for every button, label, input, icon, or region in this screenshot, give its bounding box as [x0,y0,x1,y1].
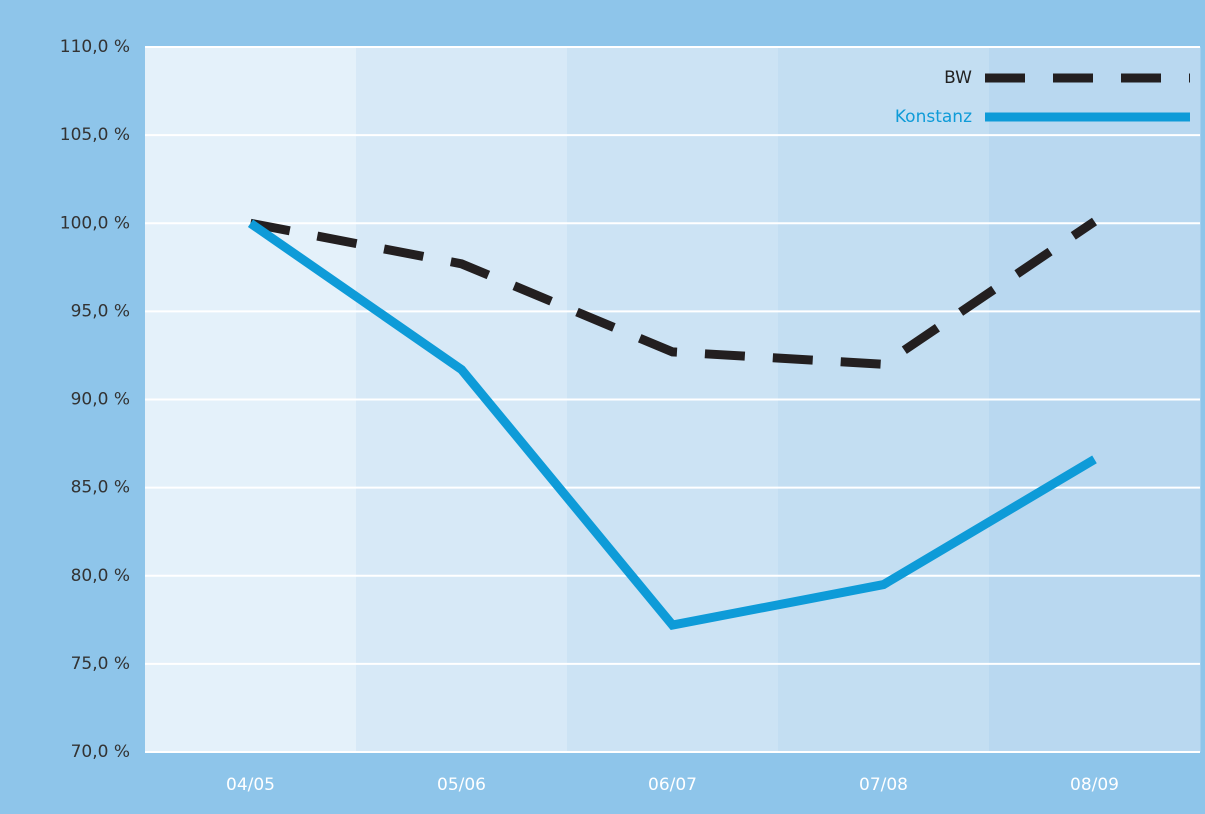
y-tick-label: 75,0 % [71,654,130,674]
y-tick-label: 100,0 % [60,213,130,233]
x-tick-label: 04/05 [226,775,275,795]
y-tick-label: 85,0 % [71,478,130,498]
x-tick-label: 07/08 [859,775,908,795]
x-tick-label: 06/07 [648,775,697,795]
y-tick-label: 110,0 % [60,37,130,57]
x-tick-label: 05/06 [437,775,486,795]
series-line [247,219,1097,631]
series-line [249,217,1098,369]
y-tick-label: 70,0 % [71,742,130,762]
x-tick-label: 08/09 [1070,775,1119,795]
y-tick-label: 90,0 % [71,390,130,410]
legend-label: Konstanz [895,107,972,127]
y-tick-label: 95,0 % [71,301,130,321]
legend-label: BW [944,68,972,88]
y-tick-label: 105,0 % [60,125,130,145]
y-tick-label: 80,0 % [71,566,130,586]
